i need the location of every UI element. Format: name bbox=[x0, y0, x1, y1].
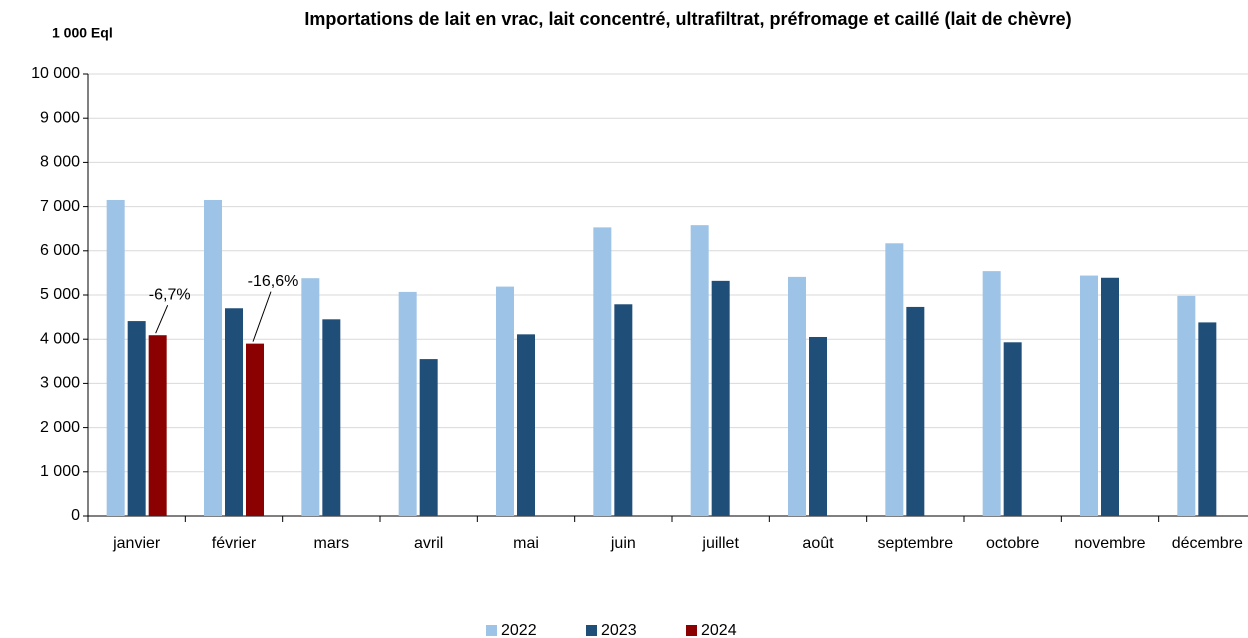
bar bbox=[711, 280, 730, 516]
x-tick-label: février bbox=[212, 535, 257, 552]
x-tick-label: mars bbox=[314, 535, 350, 552]
bar bbox=[1101, 277, 1119, 516]
bar bbox=[593, 227, 612, 516]
y-axis-label: 1 000 Eql bbox=[52, 25, 113, 41]
bar bbox=[419, 359, 438, 516]
legend-swatch bbox=[686, 625, 697, 636]
bar bbox=[246, 343, 264, 516]
x-tick-label: juillet bbox=[701, 535, 739, 552]
x-tick-label: janvier bbox=[112, 535, 161, 552]
x-tick-label: novembre bbox=[1074, 535, 1145, 552]
bar bbox=[517, 334, 535, 516]
y-tick-label: 1 000 bbox=[40, 463, 80, 480]
x-tick-label: décembre bbox=[1172, 535, 1243, 552]
bar bbox=[1080, 275, 1098, 516]
bar bbox=[225, 308, 243, 516]
bar bbox=[982, 271, 1001, 516]
bar bbox=[788, 276, 806, 516]
x-tick-label: octobre bbox=[986, 535, 1039, 552]
x-tick-label: mai bbox=[513, 535, 539, 552]
x-tick-label: avril bbox=[414, 535, 443, 552]
bar bbox=[1177, 295, 1196, 516]
bar bbox=[1003, 342, 1022, 516]
chart-title: Importations de lait en vrac, lait conce… bbox=[304, 9, 1071, 29]
legend-swatch bbox=[586, 625, 597, 636]
y-tick-label: 4 000 bbox=[40, 330, 80, 347]
y-tick-label: 6 000 bbox=[40, 242, 80, 259]
y-tick-label: 2 000 bbox=[40, 419, 80, 436]
y-tick-label: 10 000 bbox=[31, 65, 80, 82]
bar bbox=[885, 243, 904, 516]
bar bbox=[148, 335, 167, 516]
bar bbox=[398, 291, 417, 516]
x-tick-label: août bbox=[802, 535, 834, 552]
legend-swatch bbox=[486, 625, 497, 636]
x-tick-label: juin bbox=[610, 535, 636, 552]
legend-label: 2024 bbox=[701, 622, 737, 638]
annotation: -16,6% bbox=[248, 273, 299, 290]
bar bbox=[127, 321, 146, 516]
annotation: -6,7% bbox=[149, 286, 191, 303]
bar bbox=[614, 304, 633, 516]
bar bbox=[204, 199, 222, 516]
y-tick-label: 9 000 bbox=[40, 109, 80, 126]
bar bbox=[690, 225, 709, 516]
bar bbox=[322, 319, 341, 516]
annotation-leader bbox=[252, 291, 272, 342]
y-tick-label: 7 000 bbox=[40, 198, 80, 215]
x-tick-label: septembre bbox=[878, 535, 954, 552]
annotation-leader bbox=[155, 305, 169, 334]
y-tick-label: 0 bbox=[71, 507, 80, 524]
y-tick-label: 3 000 bbox=[40, 375, 80, 392]
bar bbox=[1198, 322, 1217, 516]
y-tick-label: 5 000 bbox=[40, 286, 80, 303]
legend-label: 2022 bbox=[501, 622, 537, 638]
bar bbox=[496, 286, 514, 516]
y-tick-label: 8 000 bbox=[40, 154, 80, 171]
bar bbox=[906, 306, 925, 516]
bar bbox=[106, 199, 125, 516]
legend-label: 2023 bbox=[601, 622, 637, 638]
bar bbox=[809, 336, 827, 516]
bar bbox=[301, 278, 320, 516]
